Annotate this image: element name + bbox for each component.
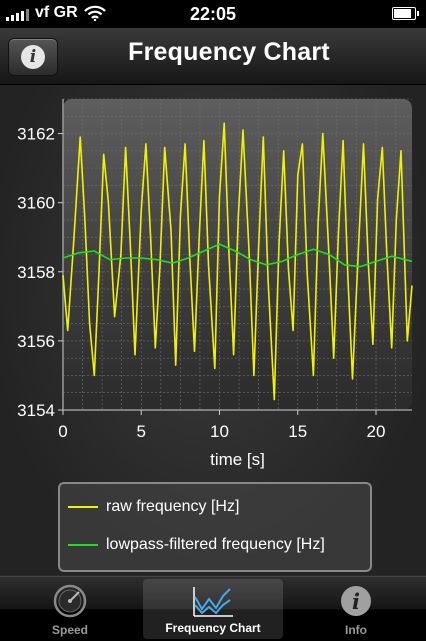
x-tick-label: 20	[367, 422, 386, 441]
x-tick-label: 15	[288, 422, 307, 441]
tab-info-label: Info	[345, 623, 367, 637]
x-tick-label: 5	[137, 422, 146, 441]
info-icon: i	[21, 45, 45, 69]
legend-label-raw: raw frequency [Hz]	[106, 498, 240, 515]
carrier-name: vf GR	[35, 4, 78, 21]
page-title: Frequency Chart	[128, 38, 330, 66]
battery-icon	[392, 7, 419, 20]
status-left: vf GR	[6, 5, 106, 21]
navigation-bar: i Frequency Chart	[0, 28, 426, 85]
chart-icon	[193, 587, 233, 617]
status-time: 22:05	[189, 4, 237, 24]
tab-frequency-chart[interactable]: Frequency Chart	[143, 579, 283, 639]
legend-item-filtered: lowpass-filtered frequency [Hz]	[68, 536, 325, 554]
legend-swatch-raw	[68, 506, 98, 508]
svg-text:i: i	[352, 589, 360, 614]
speedometer-icon	[53, 584, 87, 618]
tab-info[interactable]: i Info	[286, 577, 426, 641]
info-button[interactable]: i	[8, 38, 58, 76]
battery-level	[394, 9, 412, 18]
legend-swatch-filtered	[68, 544, 98, 546]
y-tick-label: 3156	[17, 332, 55, 351]
x-tick-label: 0	[58, 422, 67, 441]
y-tick-label: 3154	[17, 401, 55, 420]
tab-speed-label: Speed	[51, 623, 88, 637]
y-tick-label: 3158	[17, 263, 55, 282]
series-line-lowpass-frequency	[62, 243, 413, 268]
frequency-chart: 3154 3156 3158 3160 3162 0 5 10 15 20 time [s]	[17, 98, 413, 469]
y-tick-label: 3162	[17, 125, 55, 144]
status-bar: vf GR 22:05	[0, 0, 426, 28]
x-axis-label: time [s]	[210, 450, 265, 469]
legend-label-filtered: lowpass-filtered frequency [Hz]	[106, 536, 325, 553]
tab-frequency-chart-label: Frequency Chart	[165, 621, 261, 635]
x-tick-label: 10	[210, 422, 229, 441]
legend-item-raw: raw frequency [Hz]	[68, 498, 239, 516]
info-icon: i	[341, 586, 371, 616]
y-tick-label: 3160	[17, 194, 55, 213]
chart-area: 3154 3156 3158 3160 3162 0 5 10 15 20 time [s] raw…	[0, 85, 426, 575]
chart-legend: raw frequency [Hz] lowpass-filtered freq…	[58, 482, 372, 572]
wifi-icon	[83, 5, 106, 21]
signal-strength-icon	[6, 7, 29, 21]
series-line-raw-frequency	[62, 122, 413, 401]
tab-speed[interactable]: Speed	[0, 577, 140, 641]
tab-bar: Speed Frequency Chart i Info	[0, 576, 426, 641]
